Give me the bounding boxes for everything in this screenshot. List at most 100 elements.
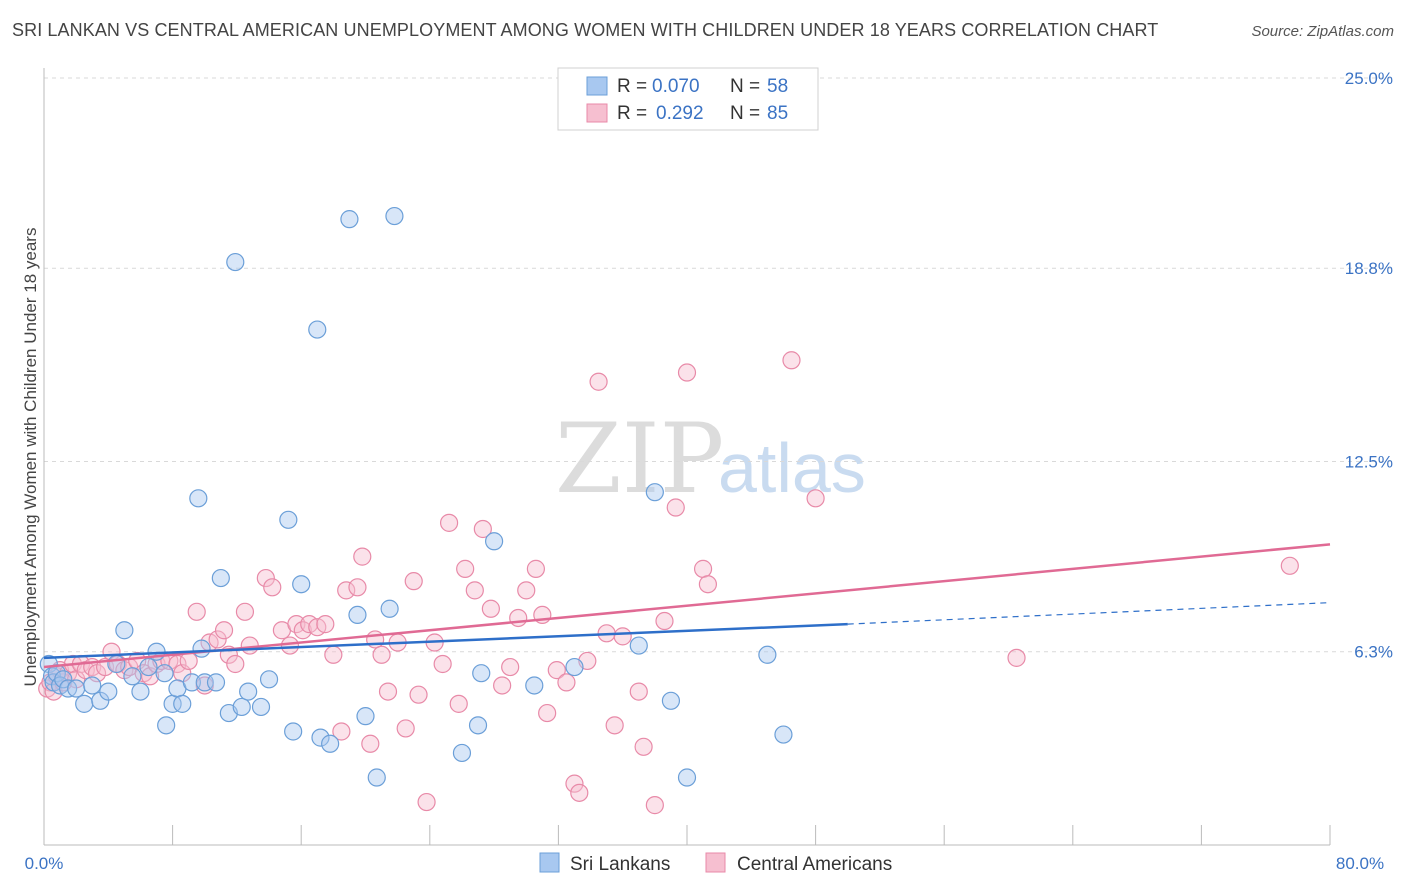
point-sri-lankan [308, 320, 327, 339]
point-sri-lankan [192, 639, 211, 658]
legend-n-label-1: N = [730, 76, 760, 97]
point-sri-lankan [677, 768, 697, 787]
point-central-american [589, 372, 608, 391]
point-central-american [605, 716, 624, 735]
point-sri-lankan [115, 621, 134, 640]
point-sri-lankan [485, 532, 504, 551]
point-sri-lankan [54, 670, 73, 689]
point-central-american [337, 581, 356, 600]
point-central-american [378, 682, 398, 701]
point-central-american [629, 682, 648, 701]
point-sri-lankan [758, 645, 777, 664]
x-tick-label-max: 80.0% [1336, 854, 1384, 873]
correlation-legend: R = 0.070 N = 58 R = 0.292 N = 85 [557, 67, 819, 131]
point-sri-lankan [155, 664, 174, 683]
point-central-american [547, 661, 566, 680]
point-central-american [396, 719, 415, 738]
point-central-american [240, 636, 259, 655]
point-sri-lankan [356, 707, 375, 726]
point-central-american [806, 489, 825, 508]
point-central-american [214, 621, 234, 640]
point-sri-lankan [468, 716, 488, 735]
trendline-sri-lankans [43, 622, 848, 660]
point-central-american [280, 636, 300, 655]
point-central-american [501, 657, 520, 677]
point-central-american [417, 792, 436, 812]
point-central-american [404, 572, 423, 591]
point-central-american [526, 559, 545, 578]
trend-lines [43, 543, 1331, 669]
point-central-american [348, 578, 367, 597]
gridlines [44, 77, 1392, 653]
y-tick-label: 25.0% [1345, 69, 1393, 88]
point-central-american [557, 673, 576, 692]
point-sri-lankan [661, 691, 681, 710]
y-tick-label: 18.8% [1345, 259, 1393, 278]
point-central-american [481, 599, 500, 618]
point-sri-lankan [645, 483, 664, 502]
point-sri-lankan [123, 667, 142, 686]
legend-swatch-pink [586, 103, 608, 123]
point-central-american [433, 654, 452, 674]
point-central-american [372, 645, 391, 664]
trendline-central-americans [43, 543, 1331, 669]
point-central-american [655, 611, 674, 631]
point-sri-lankan [279, 510, 298, 529]
point-central-american [493, 676, 512, 695]
point-central-american [613, 627, 632, 646]
point-central-american [698, 575, 717, 594]
point-central-american [208, 630, 227, 649]
point-central-american [353, 547, 372, 566]
series-legend: Sri Lankans Central Americans [539, 852, 892, 875]
point-sri-lankan [452, 743, 472, 763]
point-sri-lankan [565, 657, 584, 677]
point-sri-lankan [284, 722, 303, 741]
point-central-american [439, 513, 459, 532]
point-sri-lankan [75, 694, 94, 713]
source-note: Source: ZipAtlas.com [1251, 23, 1394, 40]
chart-title: SRI LANKAN VS CENTRAL AMERICAN UNEMPLOYM… [12, 20, 1159, 40]
point-central-american [1280, 556, 1299, 575]
point-central-american [316, 615, 335, 634]
point-central-american [465, 581, 484, 600]
point-sri-lankan [340, 210, 359, 229]
point-sri-lankan [182, 673, 201, 692]
point-central-american [666, 498, 685, 517]
y-axis-title: Unemployment Among Women with Children U… [21, 228, 40, 687]
point-sri-lankan [83, 676, 102, 695]
point-sri-lankan [157, 716, 176, 735]
watermark: ZIP atlas [555, 403, 866, 515]
point-sri-lankan [232, 697, 251, 717]
legend-r-value-2: 0.292 [656, 103, 704, 124]
point-central-american [409, 685, 428, 704]
point-sri-lankan [292, 575, 311, 594]
point-sri-lankan [189, 489, 208, 508]
point-sri-lankan [251, 697, 271, 717]
point-central-american [226, 654, 245, 674]
x-tick-label-min: 0.0% [25, 854, 64, 873]
point-central-american [509, 608, 528, 628]
point-central-american [235, 602, 255, 621]
point-sri-lankan [239, 682, 258, 701]
point-central-american [449, 694, 468, 713]
point-sri-lankan [206, 673, 226, 692]
y-tick-label: 6.3% [1354, 643, 1393, 662]
point-central-american [693, 559, 713, 578]
point-central-american [324, 645, 343, 664]
bottom-legend-swatch-sri-lankans [539, 852, 560, 873]
series-sri-lankans [39, 206, 793, 787]
point-central-american [473, 519, 492, 539]
point-central-american [570, 783, 589, 802]
point-sri-lankan [629, 636, 648, 655]
point-sri-lankan [774, 725, 793, 744]
point-central-american [187, 602, 206, 621]
point-sri-lankan [367, 768, 386, 787]
point-central-american [538, 703, 557, 723]
point-sri-lankan [211, 568, 230, 588]
point-sri-lankan [321, 734, 340, 753]
point-central-american [256, 568, 275, 588]
point-sri-lankan [173, 694, 192, 713]
point-central-american [361, 734, 380, 753]
trendline-sri-lankans-extension [847, 602, 1331, 625]
point-central-american [634, 737, 653, 756]
